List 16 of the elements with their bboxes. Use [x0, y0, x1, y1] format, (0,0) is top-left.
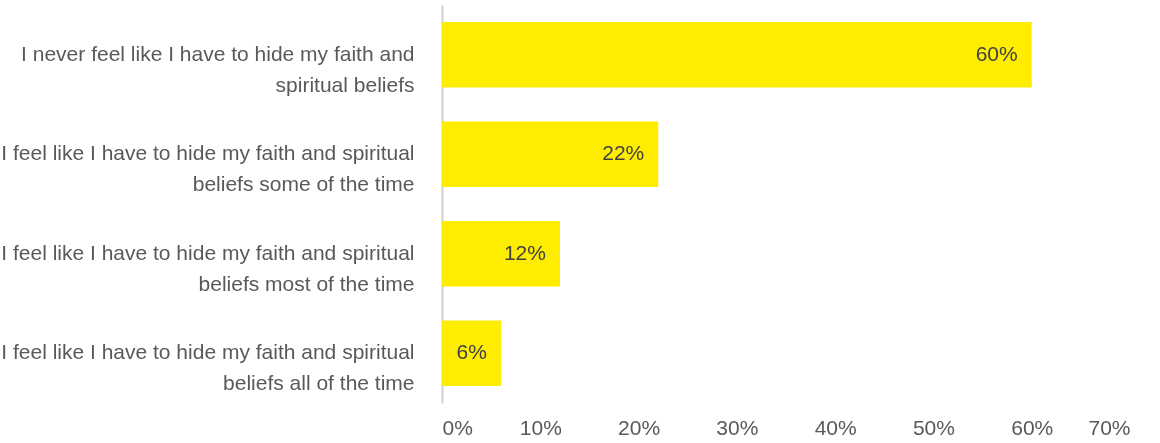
data-label: 12%: [503, 240, 546, 264]
data-label: 22%: [602, 141, 645, 165]
x-tick-label: 40%: [814, 415, 857, 439]
x-tick-label: 20%: [618, 415, 661, 439]
x-tick-label: 10%: [519, 415, 562, 439]
y-tick-label: I feel like I have to hide my faith and spiritual beliefs some of the time: [1, 141, 415, 196]
x-tick-label: 0%: [442, 415, 473, 439]
y-tick-label: I feel like I have to hide my faith and spiritual beliefs most of the time: [1, 240, 415, 295]
y-tick-label: I feel like I have to hide my faith and spiritual beliefs all of the time: [1, 340, 415, 395]
x-tick-label: 30%: [716, 415, 759, 439]
x-tick-label: 70%: [1088, 415, 1131, 439]
x-tick-label: 50%: [912, 415, 955, 439]
data-label: 6%: [456, 340, 487, 364]
data-label: 60%: [975, 41, 1018, 65]
x-tick-label: 60%: [1011, 415, 1054, 439]
y-tick-label: I never feel like I have to hide my faith and spiritual beliefs: [21, 41, 415, 96]
